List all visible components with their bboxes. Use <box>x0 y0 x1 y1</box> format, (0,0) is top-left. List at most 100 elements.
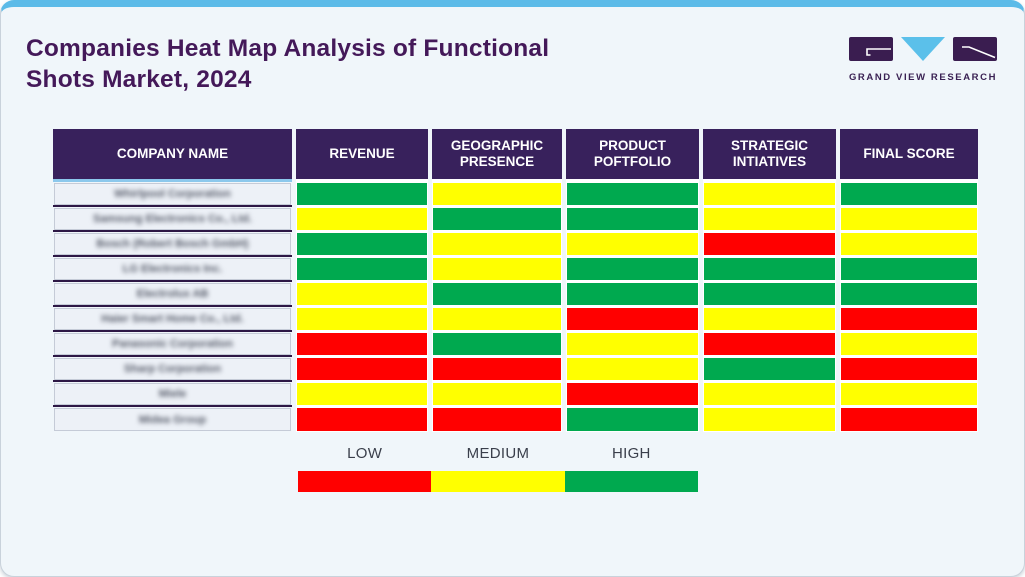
column-header-product-portfolio: PRODUCT POFTFOLIO <box>566 129 699 182</box>
gvr-logo-icon <box>849 37 997 61</box>
legend-color-bar <box>298 471 698 492</box>
score-cell-low <box>566 307 699 332</box>
company-cell: Whirlpool Corporation <box>53 182 292 207</box>
score-cell-medium <box>296 282 428 307</box>
heatmap-table: COMPANY NAME REVENUE GEOGRAPHIC PRESENCE… <box>53 129 978 432</box>
score-cell-high <box>566 282 699 307</box>
score-cell-low <box>703 232 836 257</box>
score-cell-medium <box>432 232 562 257</box>
legend-labels: LOW MEDIUM HIGH <box>298 445 698 462</box>
score-cell-high <box>566 407 699 432</box>
company-name-box: Samsung Electronics Co., Ltd. <box>54 208 291 230</box>
score-cell-low <box>296 332 428 357</box>
company-name-box: Bosch (Robert Bosch GmbH) <box>54 233 291 255</box>
score-cell-medium <box>296 307 428 332</box>
legend-swatch-high <box>564 471 698 492</box>
column-header-company-name: COMPANY NAME <box>53 129 292 182</box>
score-cell-medium <box>432 307 562 332</box>
legend-label-high: HIGH <box>611 445 651 462</box>
score-cell-medium <box>432 257 562 282</box>
score-cell-medium <box>703 207 836 232</box>
score-cell-high <box>703 257 836 282</box>
score-cell-high <box>432 207 562 232</box>
legend-swatch-low <box>298 471 432 492</box>
score-cell-low <box>296 357 428 382</box>
score-cell-medium <box>296 207 428 232</box>
score-cell-high <box>566 182 699 207</box>
score-cell-low <box>840 307 978 332</box>
legend-label-medium: MEDIUM <box>466 445 530 462</box>
column-header-final-score: FINAL SCORE <box>840 129 978 182</box>
score-cell-low <box>296 407 428 432</box>
score-cell-high <box>566 207 699 232</box>
score-cell-high <box>296 232 428 257</box>
score-cell-low <box>840 407 978 432</box>
company-name-text: Midea Group <box>138 413 207 426</box>
company-name-text: Haier Smart Home Co., Ltd. <box>101 313 244 325</box>
score-cell-high <box>566 257 699 282</box>
score-cell-medium <box>840 207 978 232</box>
legend-swatch-medium <box>431 471 565 492</box>
score-cell-high <box>840 257 978 282</box>
company-name-box: Midea Group <box>54 408 291 431</box>
company-cell: LG Electronics Inc. <box>53 257 292 282</box>
score-cell-medium <box>432 182 562 207</box>
column-header-geographic-presence: GEOGRAPHIC PRESENCE <box>432 129 562 182</box>
column-header-strategic-initiatives: STRATEGIC INTIATIVES <box>703 129 836 182</box>
legend-label-low: LOW <box>347 445 383 462</box>
company-cell: Midea Group <box>53 407 292 432</box>
company-cell: Bosch (Robert Bosch GmbH) <box>53 232 292 257</box>
score-cell-high <box>703 282 836 307</box>
company-cell: Miele <box>53 382 292 407</box>
score-cell-medium <box>703 407 836 432</box>
company-name-box: Haier Smart Home Co., Ltd. <box>54 308 291 330</box>
score-cell-medium <box>566 232 699 257</box>
score-cell-low <box>703 332 836 357</box>
score-cell-high <box>840 282 978 307</box>
company-name-box: Electrolux AB <box>54 283 291 305</box>
company-name-text: Miele <box>158 388 187 400</box>
grand-view-research-logo: GRAND VIEW RESEARCH <box>848 34 998 83</box>
company-name-text: Sharp Corporation <box>123 363 222 375</box>
score-cell-high <box>432 332 562 357</box>
score-cell-high <box>296 257 428 282</box>
page-title: Companies Heat Map Analysis of Functiona… <box>26 33 549 95</box>
column-header-revenue: REVENUE <box>296 129 428 182</box>
company-name-box: Sharp Corporation <box>54 358 291 380</box>
score-cell-low <box>840 357 978 382</box>
company-name-box: Whirlpool Corporation <box>54 183 291 205</box>
score-cell-medium <box>840 382 978 407</box>
score-cell-high <box>840 182 978 207</box>
score-cell-medium <box>566 357 699 382</box>
score-cell-high <box>432 282 562 307</box>
company-name-box: Panasonic Corporation <box>54 333 291 355</box>
company-name-text: Panasonic Corporation <box>111 338 234 350</box>
score-cell-medium <box>432 382 562 407</box>
company-name-text: LG Electronics Inc. <box>122 263 223 275</box>
company-name-box: Miele <box>54 383 291 405</box>
company-name-text: Bosch (Robert Bosch GmbH) <box>96 238 249 250</box>
score-cell-low <box>432 407 562 432</box>
company-cell: Panasonic Corporation <box>53 332 292 357</box>
score-cell-medium <box>840 332 978 357</box>
score-cell-high <box>296 182 428 207</box>
company-name-text: Electrolux AB <box>136 288 209 300</box>
score-cell-high <box>703 357 836 382</box>
score-cell-low <box>566 382 699 407</box>
score-cell-low <box>432 357 562 382</box>
company-name-text: Samsung Electronics Co., Ltd. <box>93 213 252 225</box>
logo-wordmark: GRAND VIEW RESEARCH <box>848 72 998 83</box>
score-cell-medium <box>703 307 836 332</box>
company-name-box: LG Electronics Inc. <box>54 258 291 280</box>
company-name-text: Whirlpool Corporation <box>114 188 231 200</box>
score-cell-medium <box>296 382 428 407</box>
heatmap-legend: LOW MEDIUM HIGH <box>298 445 698 492</box>
company-cell: Haier Smart Home Co., Ltd. <box>53 307 292 332</box>
page-title-line2: Shots Market, 2024 <box>26 66 252 93</box>
page-title-line1: Companies Heat Map Analysis of Functiona… <box>26 35 550 62</box>
score-cell-medium <box>840 232 978 257</box>
company-cell: Sharp Corporation <box>53 357 292 382</box>
score-cell-medium <box>566 332 699 357</box>
score-cell-medium <box>703 182 836 207</box>
